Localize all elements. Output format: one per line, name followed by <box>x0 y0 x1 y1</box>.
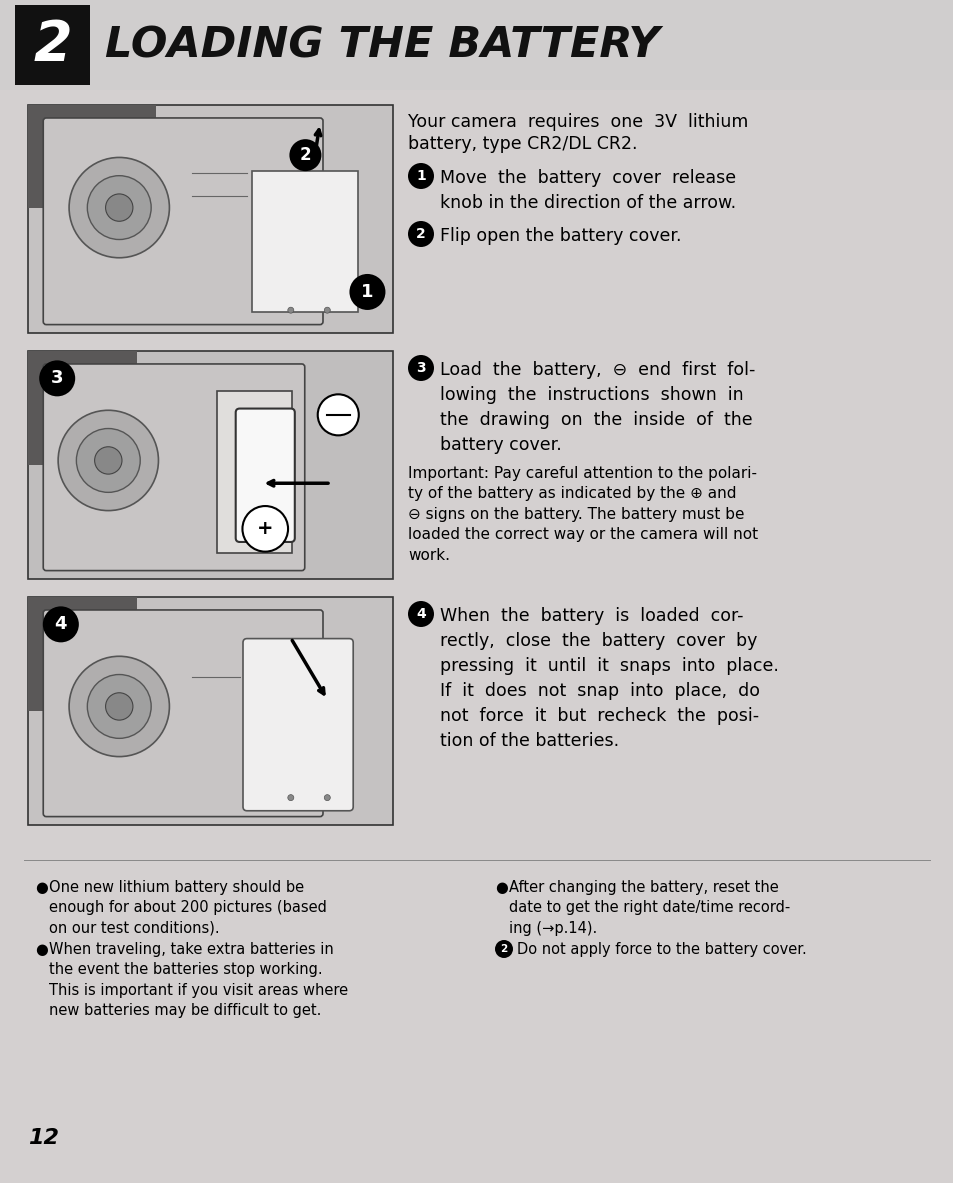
Text: Move  the  battery  cover  release
knob in the direction of the arrow.: Move the battery cover release knob in t… <box>439 169 736 212</box>
FancyBboxPatch shape <box>216 392 292 552</box>
Circle shape <box>324 795 330 801</box>
Text: Do not apply force to the battery cover.: Do not apply force to the battery cover. <box>517 942 806 957</box>
Circle shape <box>408 163 434 189</box>
Text: 4: 4 <box>416 607 425 621</box>
Text: One new lithium battery should be
enough for about 200 pictures (based
on our te: One new lithium battery should be enough… <box>49 880 327 936</box>
Circle shape <box>257 521 273 537</box>
Circle shape <box>317 394 358 435</box>
Circle shape <box>242 506 288 551</box>
FancyBboxPatch shape <box>243 639 353 810</box>
Text: +: + <box>256 519 274 538</box>
Text: When traveling, take extra batteries in
the event the batteries stop working.
Th: When traveling, take extra batteries in … <box>49 942 348 1019</box>
FancyBboxPatch shape <box>28 105 393 332</box>
Text: 3: 3 <box>416 361 425 375</box>
Circle shape <box>349 274 385 310</box>
FancyBboxPatch shape <box>43 118 323 324</box>
Text: After changing the battery, reset the
date to get the right date/time record-
in: After changing the battery, reset the da… <box>509 880 789 936</box>
Text: Important: Pay careful attention to the polari-
ty of the battery as indicated b: Important: Pay careful attention to the … <box>408 466 758 563</box>
Text: ●: ● <box>495 880 507 896</box>
Circle shape <box>76 428 140 492</box>
Circle shape <box>288 795 294 801</box>
Circle shape <box>94 447 122 474</box>
Text: ●: ● <box>35 880 48 896</box>
Circle shape <box>249 513 281 545</box>
Circle shape <box>88 674 151 738</box>
Circle shape <box>408 355 434 381</box>
Text: 2: 2 <box>33 18 71 72</box>
Circle shape <box>106 194 132 221</box>
Circle shape <box>69 157 170 258</box>
FancyBboxPatch shape <box>28 597 393 825</box>
Text: battery, type CR2/DL CR2.: battery, type CR2/DL CR2. <box>408 135 637 153</box>
Circle shape <box>58 411 158 511</box>
Circle shape <box>408 221 434 247</box>
Text: Flip open the battery cover.: Flip open the battery cover. <box>439 227 680 245</box>
Circle shape <box>289 140 321 172</box>
FancyBboxPatch shape <box>235 408 294 542</box>
Text: ●: ● <box>35 942 48 957</box>
Circle shape <box>39 361 75 396</box>
Text: Your camera  requires  one  3V  lithium: Your camera requires one 3V lithium <box>408 114 747 131</box>
Text: 3: 3 <box>51 369 64 387</box>
FancyBboxPatch shape <box>15 5 90 85</box>
Circle shape <box>495 940 513 958</box>
FancyBboxPatch shape <box>28 597 137 711</box>
FancyBboxPatch shape <box>43 610 323 816</box>
Circle shape <box>43 607 79 642</box>
Text: 12: 12 <box>28 1129 59 1148</box>
Text: 1: 1 <box>416 169 425 183</box>
Text: 2: 2 <box>416 227 425 241</box>
Circle shape <box>106 693 132 720</box>
FancyBboxPatch shape <box>28 105 155 207</box>
Text: 1: 1 <box>361 283 374 300</box>
Circle shape <box>88 176 151 239</box>
Text: Load  the  battery,  ⊖  end  first  fol-
lowing  the  instructions  shown  in
th: Load the battery, ⊖ end first fol- lowin… <box>439 361 755 454</box>
Text: When  the  battery  is  loaded  cor-
rectly,  close  the  battery  cover  by
pre: When the battery is loaded cor- rectly, … <box>439 607 778 750</box>
FancyBboxPatch shape <box>28 351 137 465</box>
FancyBboxPatch shape <box>28 351 393 578</box>
Text: 4: 4 <box>54 615 67 633</box>
FancyBboxPatch shape <box>43 364 304 570</box>
FancyBboxPatch shape <box>0 0 953 90</box>
Text: LOADING THE BATTERY: LOADING THE BATTERY <box>105 24 659 66</box>
FancyBboxPatch shape <box>252 172 358 312</box>
Circle shape <box>324 308 330 313</box>
Circle shape <box>408 601 434 627</box>
Text: 2: 2 <box>299 147 311 164</box>
Circle shape <box>288 308 294 313</box>
Text: 2: 2 <box>500 944 507 953</box>
Circle shape <box>69 657 170 757</box>
